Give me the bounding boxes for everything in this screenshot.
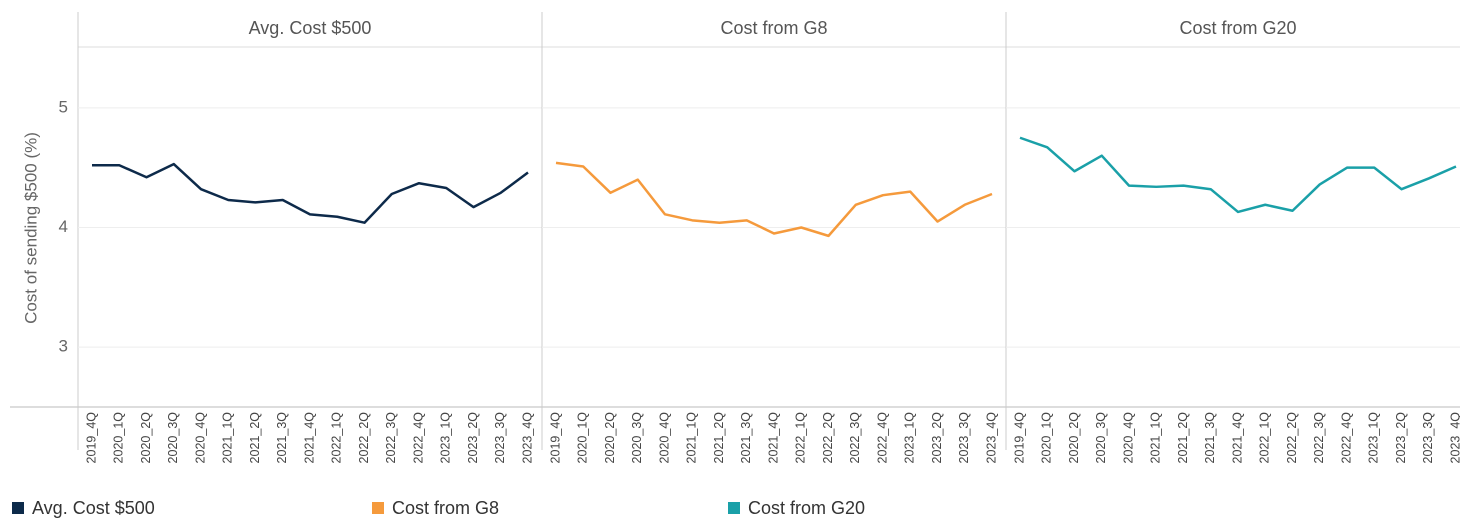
x-tick-label: 2020_1Q	[1040, 412, 1054, 464]
legend-label: Cost from G8	[392, 498, 499, 518]
x-tick-label: 2020_1Q	[576, 412, 590, 464]
x-tick-label: 2022_1Q	[1258, 412, 1272, 464]
x-tick-label: 2021_3Q	[1203, 412, 1217, 464]
line	[1019, 136, 1457, 214]
x-tick-label: 2019_4Q	[548, 412, 562, 464]
x-tick-label: 2022_3Q	[384, 412, 398, 464]
y-tick-label: 4	[59, 217, 68, 236]
x-tick-label: 2023_4Q	[984, 412, 998, 464]
x-tick-label: 2021_4Q	[1230, 412, 1244, 464]
legend-label: Avg. Cost $500	[32, 498, 155, 518]
x-tick-label: 2022_3Q	[848, 412, 862, 464]
x-tick-label: 2023_1Q	[439, 412, 453, 464]
x-tick-label: 2023_4Q	[520, 412, 534, 464]
x-tick-label: 2020_4Q	[193, 412, 207, 464]
x-tick-label: 2023_3Q	[493, 412, 507, 464]
x-tick-label: 2021_1Q	[685, 412, 699, 464]
x-tick-label: 2021_1Q	[221, 412, 235, 464]
panel-title: Avg. Cost $500	[249, 18, 372, 38]
x-tick-label: 2020_3Q	[1094, 412, 1108, 464]
x-tick-label: 2023_2Q	[930, 412, 944, 464]
x-tick-label: 2021_3Q	[275, 412, 289, 464]
x-tick-label: 2021_3Q	[739, 412, 753, 464]
x-tick-label: 2020_2Q	[1067, 412, 1081, 464]
x-tick-label: 2020_2Q	[139, 412, 153, 464]
x-tick-label: 2020_4Q	[657, 412, 671, 464]
x-tick-label: 2020_3Q	[166, 412, 180, 464]
legend-label: Cost from G20	[748, 498, 865, 518]
x-tick-label: 2021_2Q	[248, 412, 262, 464]
x-tick-label: 2019_4Q	[1012, 412, 1026, 464]
x-tick-label: 2020_4Q	[1121, 412, 1135, 464]
x-tick-label: 2022_2Q	[357, 412, 371, 464]
x-tick-label: 2020_3Q	[630, 412, 644, 464]
x-tick-label: 2022_2Q	[821, 412, 835, 464]
panel-title: Cost from G8	[720, 18, 827, 38]
x-tick-label: 2022_4Q	[411, 412, 425, 464]
legend-swatch	[12, 502, 24, 514]
legend-swatch	[372, 502, 384, 514]
x-tick-label: 2019_4Q	[84, 412, 98, 464]
x-tick-label: 2022_2Q	[1285, 412, 1299, 464]
x-tick-label: 2021_4Q	[302, 412, 316, 464]
x-tick-label: 2023_2Q	[466, 412, 480, 464]
x-tick-label: 2020_2Q	[603, 412, 617, 464]
panel-title: Cost from G20	[1179, 18, 1296, 38]
x-tick-label: 2022_4Q	[1339, 412, 1353, 464]
x-tick-label: 2021_2Q	[1176, 412, 1190, 464]
legend-swatch	[728, 502, 740, 514]
x-tick-label: 2023_1Q	[903, 412, 917, 464]
line	[92, 162, 529, 224]
x-tick-label: 2020_1Q	[112, 412, 126, 464]
x-tick-label: 2022_1Q	[794, 412, 808, 464]
y-tick-label: 3	[59, 337, 68, 356]
x-tick-label: 2023_4Q	[1448, 412, 1460, 464]
x-tick-label: 2023_2Q	[1394, 412, 1408, 464]
x-tick-label: 2022_1Q	[330, 412, 344, 464]
y-tick-label: 5	[59, 97, 68, 116]
x-tick-label: 2023_1Q	[1367, 412, 1381, 464]
x-tick-label: 2023_3Q	[957, 412, 971, 464]
x-tick-label: 2021_4Q	[766, 412, 780, 464]
y-axis-label: Cost of sending $500 (%)	[21, 132, 40, 324]
x-tick-label: 2021_2Q	[712, 412, 726, 464]
x-tick-label: 2022_4Q	[875, 412, 889, 464]
line	[555, 161, 993, 238]
x-tick-label: 2023_3Q	[1421, 412, 1435, 464]
x-tick-label: 2022_3Q	[1312, 412, 1326, 464]
x-tick-label: 2021_1Q	[1149, 412, 1163, 464]
